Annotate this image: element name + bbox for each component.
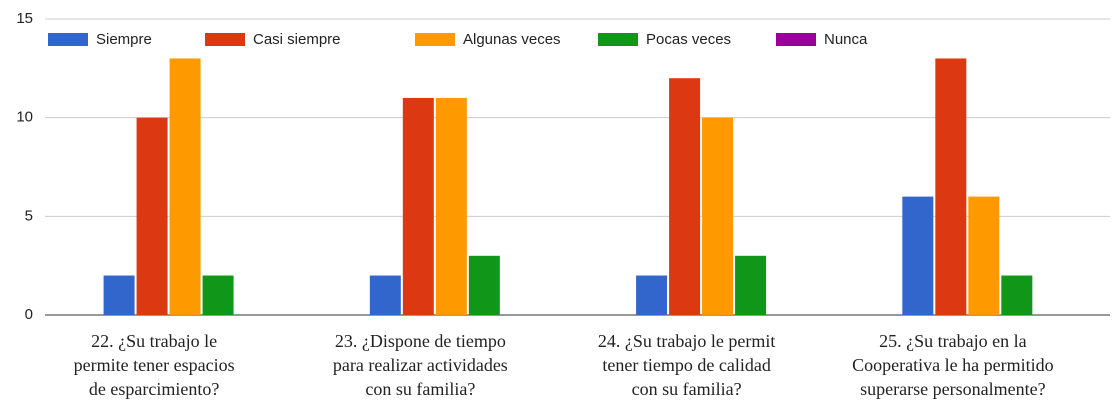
bar [468, 255, 500, 315]
y-tick-label: 10 [16, 109, 33, 126]
legend-swatch [48, 33, 88, 46]
bar [1001, 275, 1033, 315]
legend-swatch [415, 33, 455, 46]
x-tick-label: tener tiempo de calidad [602, 355, 770, 375]
legend-label: Pocas veces [646, 31, 731, 48]
bar [169, 58, 201, 315]
x-tick-label: superarse personalmente? [860, 379, 1045, 399]
legend-swatch [776, 33, 816, 46]
bar [636, 275, 668, 315]
y-tick-label: 0 [25, 306, 33, 323]
legend-label: Casi siempre [253, 31, 341, 48]
legend-label: Algunas veces [463, 31, 561, 48]
x-tick-label: de esparcimiento? [89, 379, 219, 399]
legend-swatch [205, 33, 245, 46]
y-tick-label: 15 [16, 10, 33, 27]
bar [669, 78, 701, 315]
x-tick-label: con su familia? [365, 379, 475, 399]
x-tick-label: Cooperativa le ha permitido [852, 355, 1053, 375]
bar [369, 275, 401, 315]
bar [103, 275, 135, 315]
x-tick-label: 23. ¿Dispone de tiempo [335, 331, 506, 351]
bar [902, 196, 934, 315]
x-tick-label: 22. ¿Su trabajo le [91, 331, 217, 351]
bar [935, 58, 967, 315]
x-tick-label: con su familia? [632, 379, 742, 399]
bar [702, 117, 734, 316]
bar [136, 117, 168, 316]
x-tick-label: permite tener espacios [74, 355, 235, 375]
legend-swatch [598, 33, 638, 46]
x-tick-label: 25. ¿Su trabajo en la [879, 331, 1026, 351]
x-tick-label: para realizar actividades [333, 355, 508, 375]
bar [202, 275, 234, 315]
bar [402, 97, 434, 315]
y-tick-label: 5 [25, 207, 33, 224]
bar [968, 196, 1000, 315]
legend-label: Siempre [96, 31, 152, 48]
bar [435, 97, 467, 315]
x-tick-label: 24. ¿Su trabajo le permit [598, 331, 775, 351]
bar [735, 255, 767, 315]
legend-label: Nunca [824, 31, 868, 48]
